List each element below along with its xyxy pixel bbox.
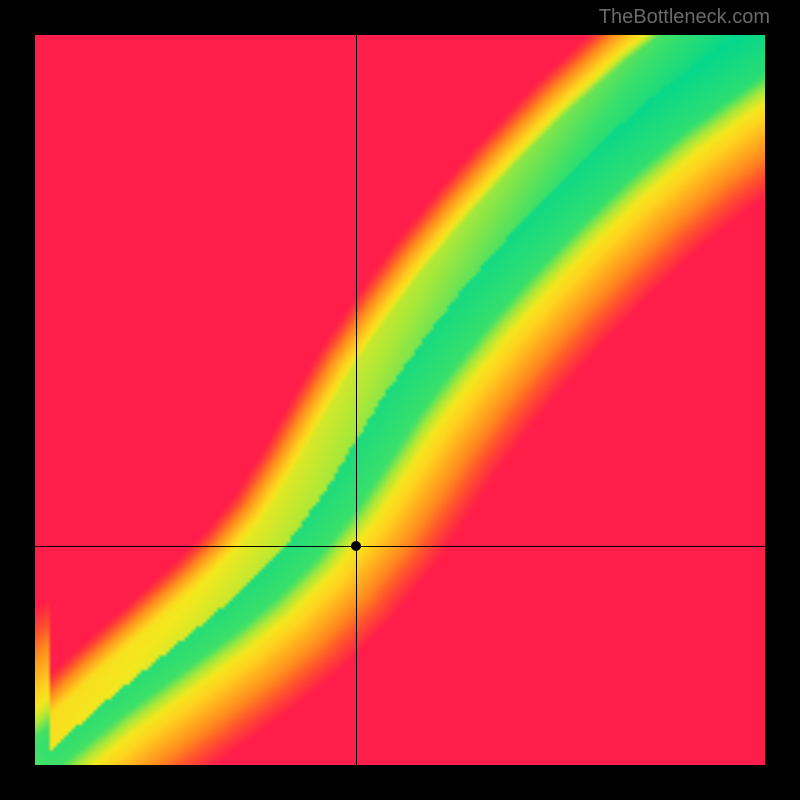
crosshair-horizontal xyxy=(35,546,765,547)
crosshair-vertical xyxy=(356,35,357,765)
heatmap-canvas xyxy=(35,35,765,765)
marker-dot xyxy=(351,541,361,551)
heatmap-plot xyxy=(35,35,765,765)
watermark-text: TheBottleneck.com xyxy=(599,6,770,29)
